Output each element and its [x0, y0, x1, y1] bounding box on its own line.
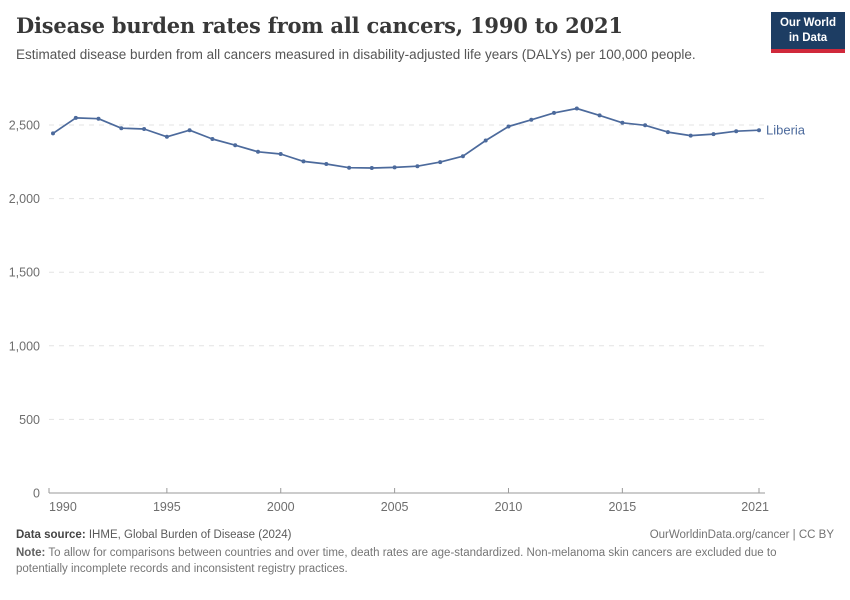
data-point[interactable] [392, 165, 397, 170]
data-point[interactable] [51, 131, 55, 136]
data-source-value: IHME, Global Burden of Disease (2024) [85, 529, 292, 541]
data-point[interactable] [119, 126, 124, 131]
y-axis-label: 1,500 [9, 266, 40, 280]
data-point[interactable] [324, 162, 329, 166]
page-title: Disease burden rates from all cancers, 1… [16, 13, 623, 38]
data-point[interactable] [210, 137, 215, 141]
data-point[interactable] [256, 149, 260, 154]
data-point[interactable] [460, 154, 465, 159]
data-source-line: Data source: IHME, Global Burden of Dise… [16, 529, 292, 541]
data-point[interactable] [278, 152, 283, 156]
data-point[interactable] [164, 134, 169, 139]
chart-footer: Data source: IHME, Global Burden of Dise… [16, 529, 834, 577]
data-point[interactable] [757, 128, 761, 133]
footnote-label: Note: [16, 547, 46, 559]
data-point[interactable] [73, 115, 78, 120]
series-end-label[interactable]: Liberia [766, 123, 806, 138]
data-point[interactable] [415, 164, 420, 169]
data-point[interactable] [369, 166, 374, 170]
x-axis-label: 2000 [267, 500, 295, 514]
footnote-value: To allow for comparisons between countri… [16, 547, 777, 576]
data-point[interactable] [506, 124, 511, 129]
x-axis-label: 2010 [495, 500, 523, 514]
y-axis-label: 0 [33, 487, 40, 501]
data-point[interactable] [688, 133, 693, 138]
x-axis-label: 2005 [381, 500, 409, 514]
data-point[interactable] [187, 128, 192, 133]
x-axis-label: 2015 [608, 500, 636, 514]
data-point[interactable] [620, 120, 625, 125]
chart-header: Disease burden rates from all cancers, 1… [16, 13, 756, 64]
x-axis-label: 2021 [741, 500, 769, 514]
owid-logo[interactable]: Our World in Data [771, 12, 845, 53]
y-axis-label: 2,500 [9, 119, 40, 133]
data-point[interactable] [483, 138, 488, 143]
owid-logo-line2: in Data [788, 31, 828, 44]
data-point[interactable] [438, 160, 443, 165]
data-point[interactable] [233, 143, 238, 148]
license-link[interactable]: OurWorldinData.org/cancer | CC BY [649, 529, 834, 541]
data-point[interactable] [734, 129, 739, 134]
data-point[interactable] [347, 165, 352, 170]
data-point[interactable] [665, 130, 670, 135]
y-axis-label: 2,000 [9, 192, 40, 206]
x-axis-label: 1995 [153, 500, 181, 514]
data-point[interactable] [96, 116, 101, 121]
data-source-label: Data source: [16, 529, 86, 541]
data-point[interactable] [643, 123, 648, 128]
data-point[interactable] [301, 159, 306, 164]
data-point[interactable] [529, 117, 534, 122]
data-point[interactable] [574, 106, 579, 111]
data-point[interactable] [552, 110, 556, 115]
owid-logo-line1: Our World [779, 17, 836, 30]
y-axis-label: 500 [19, 413, 40, 427]
series-line-liberia[interactable] [52, 107, 760, 169]
y-axis-label: 1,000 [9, 339, 40, 353]
page-subtitle: Estimated disease burden from all cancer… [16, 47, 696, 63]
footnote: Note: To allow for comparisons between c… [16, 545, 791, 577]
data-point[interactable] [597, 113, 602, 118]
data-point[interactable] [711, 132, 716, 137]
x-axis-label: 1990 [49, 500, 77, 514]
data-point[interactable] [142, 127, 147, 131]
